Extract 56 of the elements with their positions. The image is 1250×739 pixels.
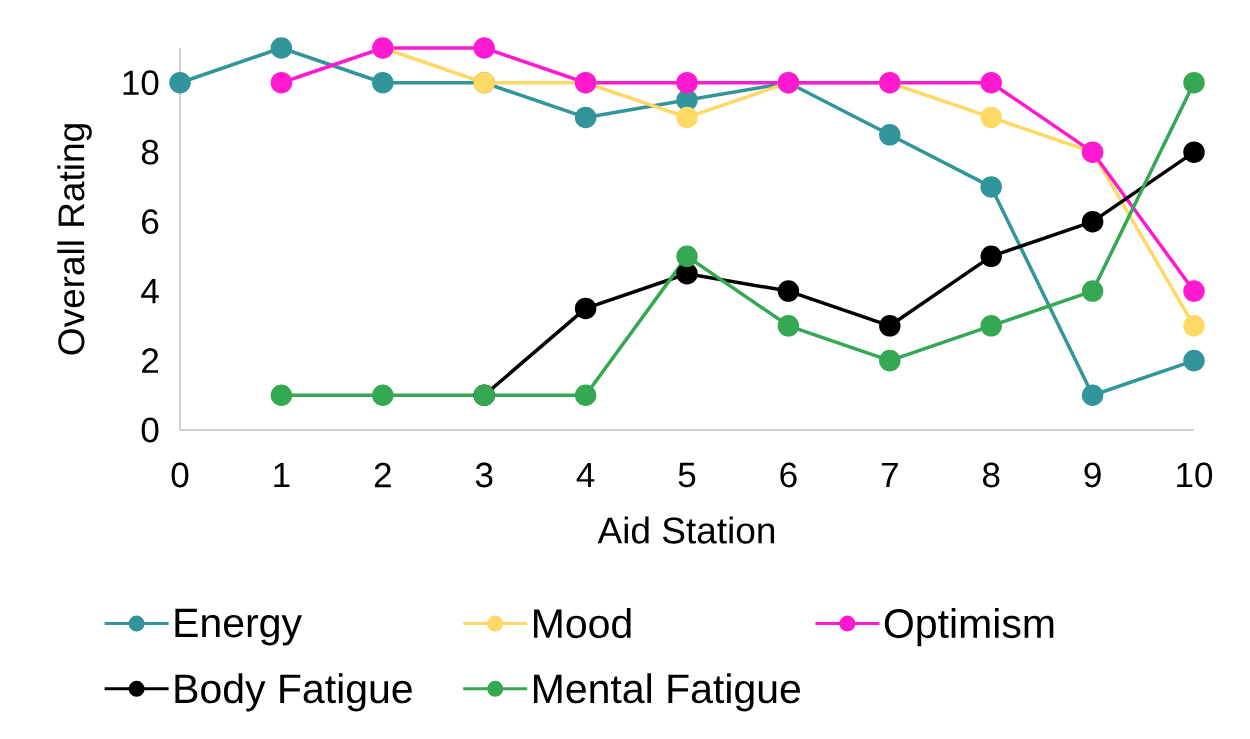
point [980, 245, 1002, 268]
point [980, 315, 1002, 337]
x-axis-title: Aid Station [597, 516, 775, 544]
legend-label: Body Fatigue [175, 673, 412, 712]
point [1183, 280, 1205, 302]
y-tick-label: 8 [141, 139, 159, 165]
y-tick-label: 0 [141, 417, 159, 443]
point [574, 384, 597, 407]
point [1183, 315, 1205, 337]
point [270, 384, 293, 407]
y-tick-label: 6 [142, 209, 159, 235]
point [169, 71, 191, 94]
y-axis-title: Overall Rating [57, 124, 92, 355]
point [676, 262, 698, 285]
x-tick-label: 0 [171, 462, 189, 488]
x-tick-label: 3 [475, 462, 493, 488]
legend-label: Energy [175, 608, 302, 646]
point [1183, 71, 1205, 94]
point [879, 315, 901, 337]
point [879, 124, 901, 146]
x-tick-label: 1 [274, 462, 290, 488]
point [980, 71, 1002, 94]
x-tick-label: 7 [881, 462, 898, 488]
point [1183, 349, 1205, 372]
point [270, 71, 293, 94]
x-tick-label: 9 [1084, 462, 1101, 488]
y-tick-label: 4 [141, 279, 159, 304]
point [1183, 141, 1205, 163]
point [980, 106, 1002, 129]
point [676, 71, 698, 94]
point [574, 106, 597, 129]
legend-label: Optimism [884, 608, 1054, 647]
point [676, 106, 698, 129]
point [676, 245, 698, 268]
point [777, 280, 800, 302]
point [980, 176, 1002, 198]
point [270, 37, 293, 59]
legend-label: Mood [534, 608, 631, 639]
point [372, 71, 394, 94]
point [777, 315, 800, 337]
point [473, 37, 495, 59]
x-tick-label: 10 [1177, 462, 1213, 488]
point [1081, 280, 1104, 302]
x-tick-label: 5 [678, 462, 696, 488]
x-tick-label: 2 [374, 462, 391, 488]
point [1081, 384, 1104, 407]
y-tick-label: 10 [123, 70, 159, 96]
point [372, 384, 394, 407]
point [879, 349, 901, 372]
x-tick-label: 4 [576, 462, 595, 488]
legend-label: Mental Fatigue [534, 673, 801, 712]
y-tick-label: 2 [142, 348, 159, 373]
point [574, 297, 597, 320]
point [1081, 210, 1104, 233]
x-tick-label: 6 [780, 462, 797, 488]
x-tick-label: 8 [982, 462, 1000, 488]
